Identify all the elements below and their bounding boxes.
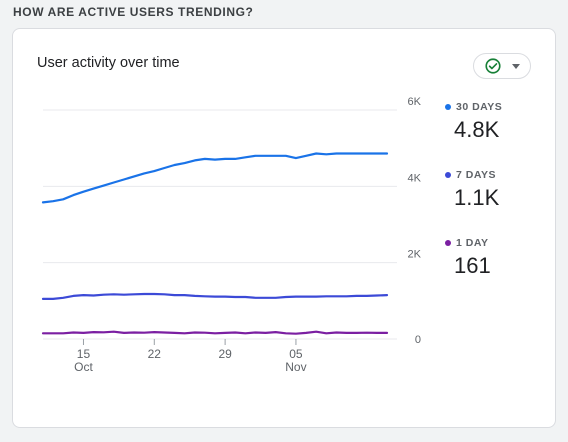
series-lines [41, 152, 389, 335]
x-tick-sublabel: Oct [74, 360, 93, 374]
legend-value: 1.1K [454, 185, 500, 210]
legend-item-30-days: 30 DAYS 4.8K [445, 101, 502, 143]
chevron-down-icon [512, 63, 520, 69]
legend-dot [445, 240, 451, 246]
x-tick-label: 05 [289, 347, 303, 361]
legend-item-1-day: 1 DAY 161 [445, 237, 491, 279]
y-axis-ticks: 0 2K 4K 6K [408, 96, 422, 346]
section-title: HOW ARE ACTIVE USERS TRENDING? [13, 5, 254, 19]
legend-value: 161 [454, 253, 491, 278]
series-line-30-days [41, 152, 389, 204]
legend-label: 30 DAYS [456, 101, 503, 113]
card-title: User activity over time [37, 55, 180, 71]
y-tick-label: 6K [408, 96, 422, 108]
x-tick-sublabel: Nov [285, 360, 306, 374]
y-tick-label: 0 [415, 334, 421, 346]
series-line-7-days [41, 292, 389, 300]
legend-item-7-days: 7 DAYS 1.1K [445, 169, 499, 211]
user-activity-card: User activity over time 0 2K 4K 6K 15 Oct 22 2… [12, 28, 556, 428]
check-circle-icon [485, 58, 501, 74]
x-tick-label: 29 [218, 347, 232, 361]
x-tick-label: 15 [77, 347, 91, 361]
y-tick-label: 2K [408, 249, 422, 261]
legend-label: 7 DAYS [456, 169, 496, 181]
x-tick-label: 22 [148, 347, 162, 361]
compare-dropdown-button[interactable] [473, 53, 531, 79]
legend-value: 4.8K [454, 117, 500, 142]
series-line-1-day [41, 330, 389, 335]
y-tick-label: 4K [408, 172, 422, 184]
legend-dot [445, 172, 451, 178]
legend-label: 1 DAY [456, 237, 489, 249]
legend-dot [445, 104, 451, 110]
grid-lines [43, 109, 397, 340]
